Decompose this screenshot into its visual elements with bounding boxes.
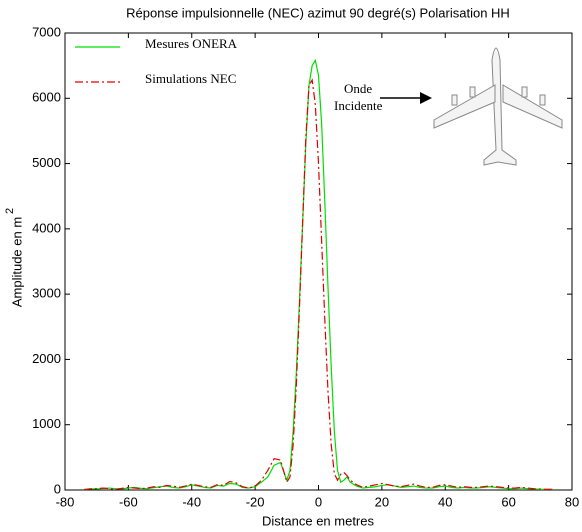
x-tick-label: -60 [119,494,138,509]
x-tick-label: 40 [438,494,452,509]
airplane-icon [433,47,563,166]
y-tick-label: 3000 [32,286,61,301]
annotation: Incidente [334,98,383,113]
legend-label: Simulations NEC [145,71,236,86]
x-axis-label: Distance en metres [262,513,374,528]
legend-label: Mesures ONERA [145,36,238,51]
y-axis-label: Amplitude en m [9,217,24,307]
x-tick-label: -20 [246,494,265,509]
series-line [83,58,553,490]
x-tick-label: -80 [56,494,75,509]
y-tick-label: 1000 [32,416,61,431]
annotation: Onde [344,81,372,96]
series-line [83,78,553,491]
y-tick-label: 5000 [32,155,61,170]
y-tick-label: 6000 [32,90,61,105]
x-tick-label: 20 [375,494,389,509]
y-tick-label: 2000 [32,351,61,366]
y-tick-label: 4000 [32,220,61,235]
x-tick-label: -40 [182,494,201,509]
y-axis-label-superscript: 2 [4,208,16,214]
x-tick-label: 80 [565,494,579,509]
x-tick-label: 0 [315,494,322,509]
arrow-head [420,92,432,104]
y-axis-label-group: Amplitude en m 2 [4,208,25,307]
y-tick-label: 7000 [32,24,61,39]
x-tick-label: 60 [501,494,515,509]
chart-title: Réponse impulsionnelle (NEC) azimut 90 d… [126,5,510,20]
y-tick-label: 0 [54,481,61,496]
